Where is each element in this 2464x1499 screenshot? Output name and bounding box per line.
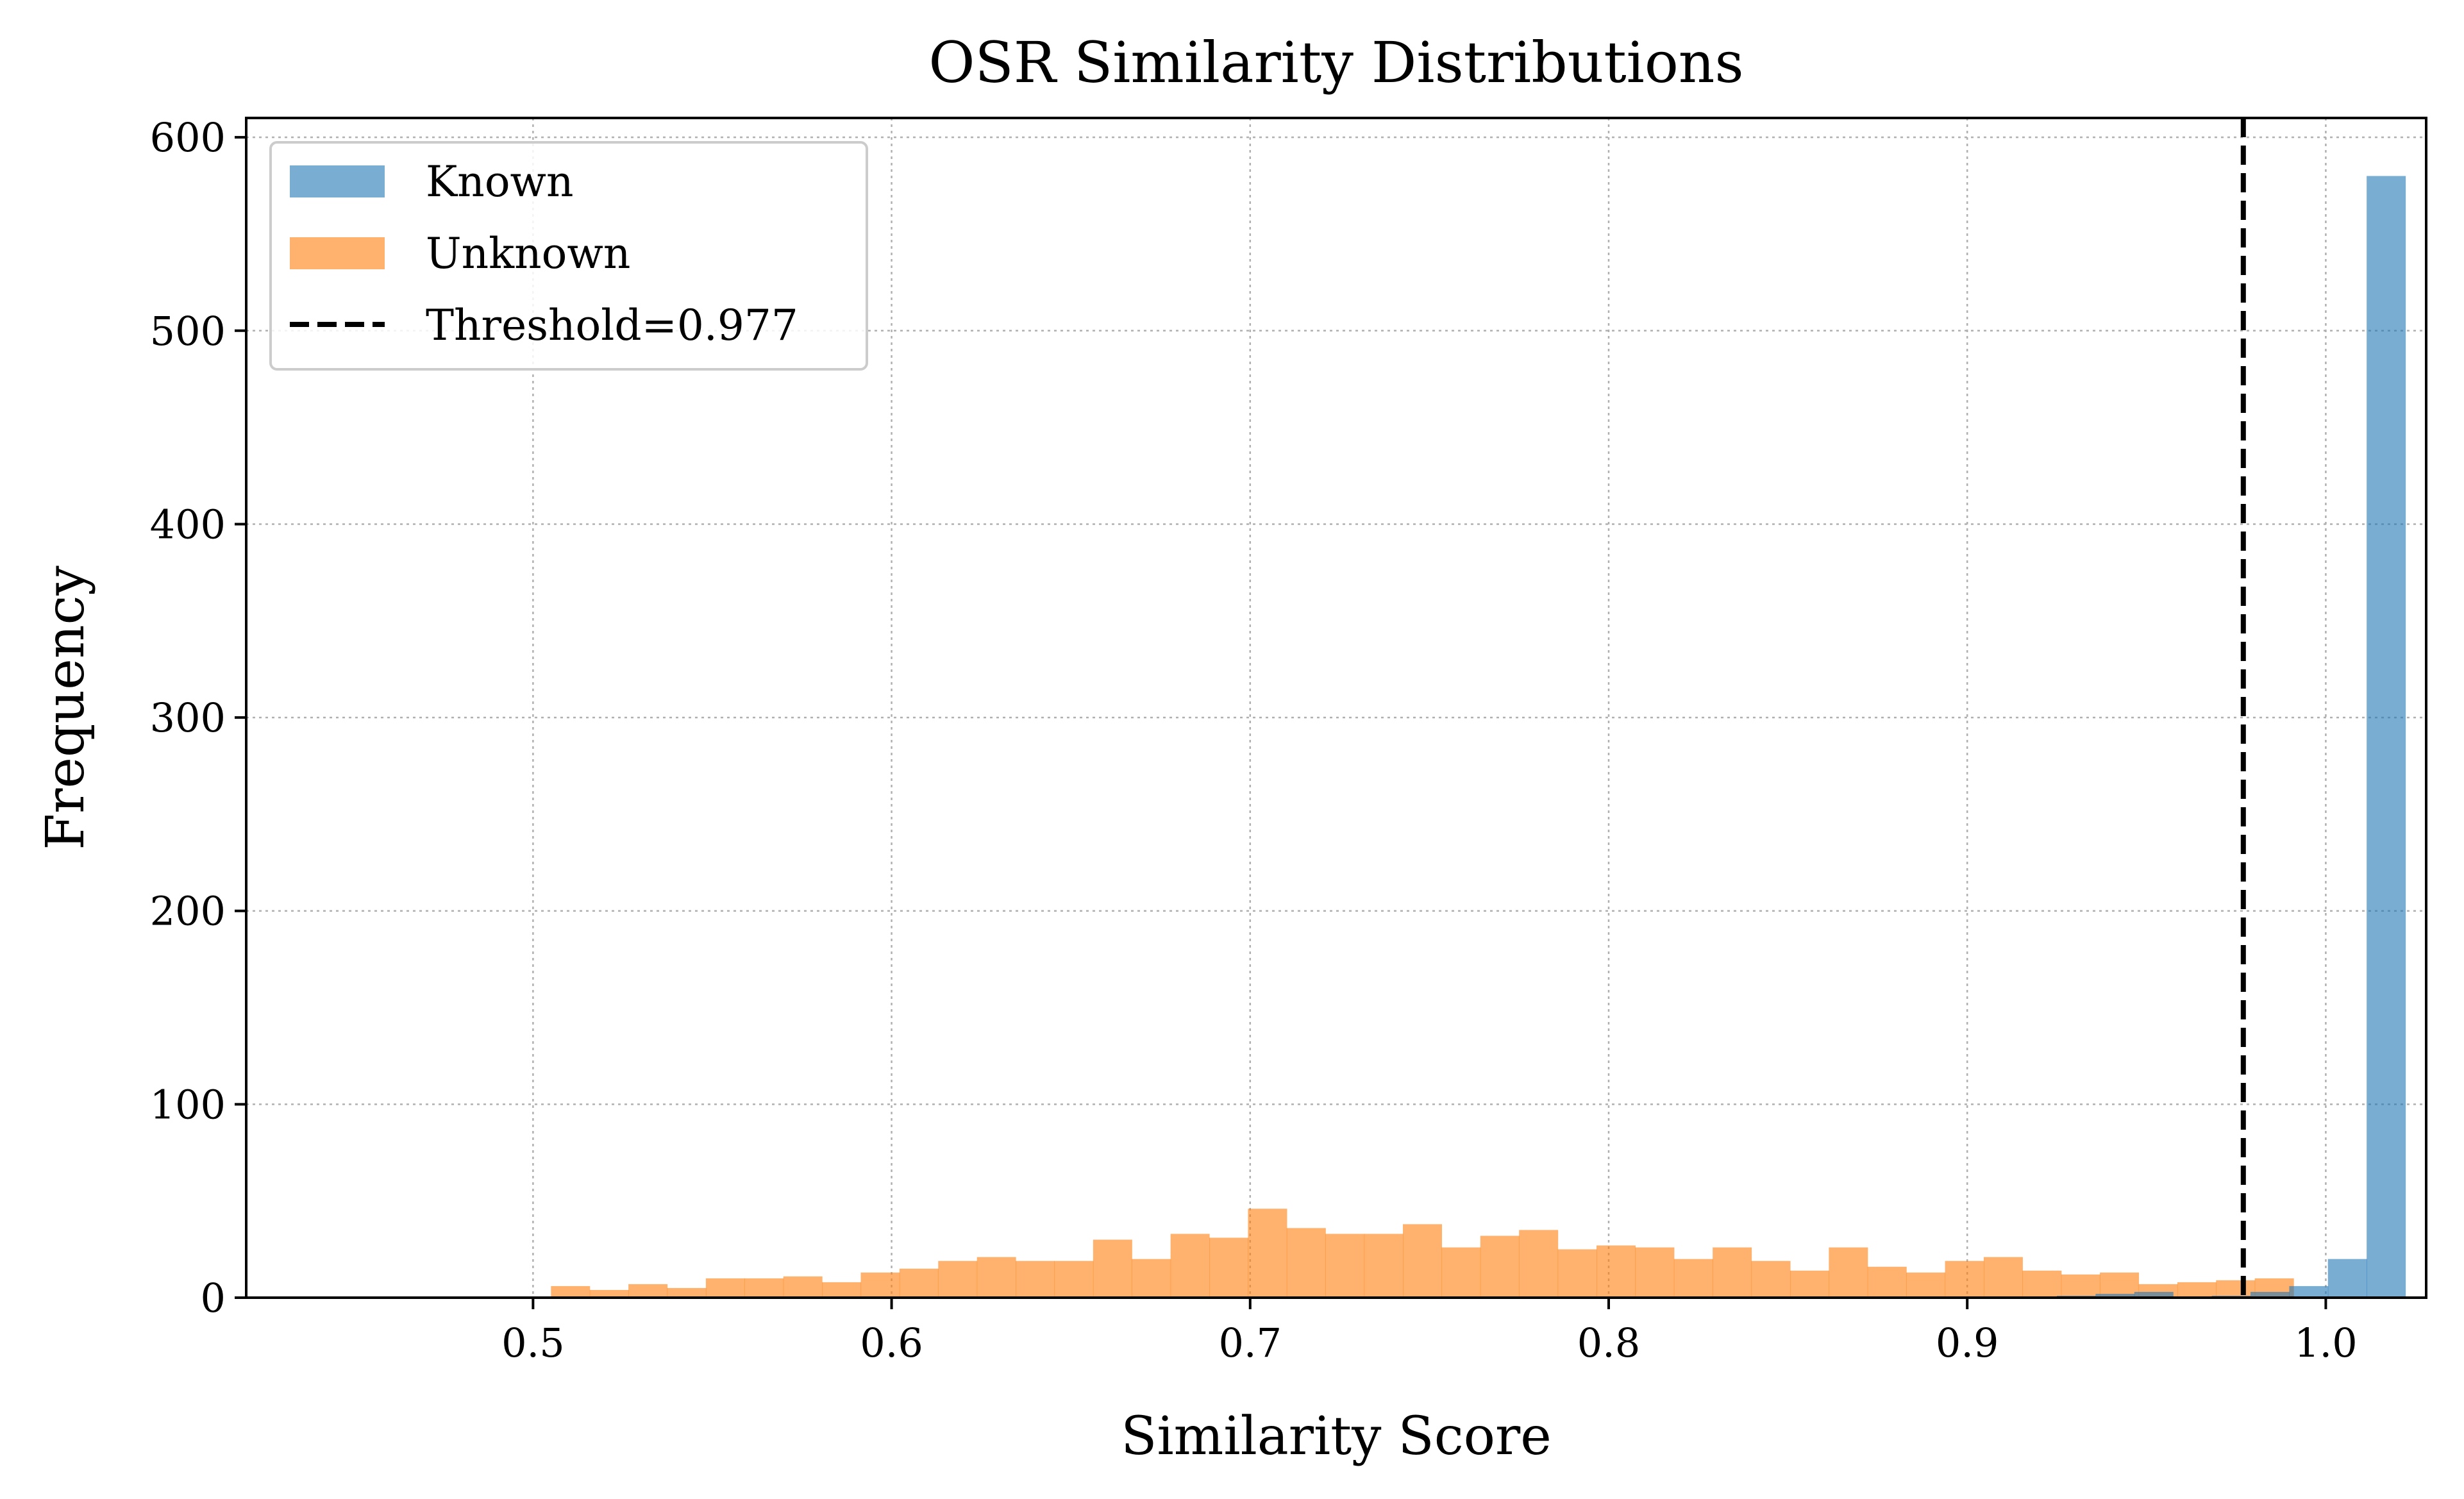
bar-unknown-16 [1170,1234,1210,1298]
y-tick-label-6: 600 [150,114,226,161]
bar-unknown-19 [1286,1228,1326,1298]
y-axis-label: Frequency [35,565,96,850]
bar-unknown-14 [1093,1239,1132,1298]
legend: Known Unknown Threshold=0.977 [269,141,868,371]
legend-swatch-known [290,165,385,197]
bar-unknown-2 [628,1284,668,1298]
bar-known-2 [2134,1291,2174,1298]
bar-unknown-35 [1906,1272,1946,1298]
bar-unknown-21 [1364,1234,1404,1298]
bar-unknown-13 [1054,1260,1094,1298]
bar-unknown-8 [860,1272,900,1298]
bar-unknown-28 [1635,1247,1675,1298]
x-tick-label-5: 1.0 [2294,1319,2358,1366]
bar-unknown-9 [899,1268,939,1298]
bar-unknown-4 [705,1278,745,1298]
bar-unknown-0 [551,1285,591,1298]
bar-unknown-12 [1016,1260,1055,1298]
x-tick-label-1: 0.6 [860,1319,923,1366]
y-tick-label-0: 0 [201,1275,226,1321]
bar-unknown-25 [1519,1230,1559,1298]
bar-unknown-22 [1403,1224,1443,1298]
y-tick-label-5: 500 [150,308,226,355]
bar-unknown-36 [1945,1260,1984,1298]
plot-frame [245,117,2427,1299]
legend-label-unknown: Unknown [426,229,630,278]
bar-unknown-33 [1829,1247,1868,1298]
bar-known-6 [2289,1285,2329,1298]
legend-box [269,141,868,371]
bar-unknown-37 [1983,1257,2023,1298]
bar-unknown-34 [1867,1266,1907,1298]
bar-known-8 [2367,176,2406,1298]
x-tick-label-2: 0.7 [1218,1319,1282,1366]
x-tick-label-0: 0.5 [501,1319,565,1366]
bar-unknown-6 [783,1276,823,1298]
y-tick-label-4: 400 [150,501,226,548]
bar-unknown-31 [1751,1260,1791,1298]
legend-label-threshold: Threshold=0.977 [426,301,798,350]
legend-swatch-unknown [290,237,385,269]
bar-unknown-24 [1480,1235,1520,1298]
bar-known-7 [2327,1259,2367,1298]
ticks-layer: 0.5 0.6 0.7 0.8 0.9 1.0 0 100 200 300 400 500 600 [150,114,2358,1366]
bar-unknown-26 [1557,1249,1597,1298]
x-tick-label-3: 0.8 [1577,1319,1641,1366]
bar-unknown-27 [1596,1245,1636,1298]
bar-unknown-43 [2216,1280,2256,1298]
bar-unknown-32 [1789,1270,1829,1298]
bar-unknown-15 [1132,1259,1171,1298]
bar-unknown-42 [2177,1282,2217,1298]
bar-unknown-17 [1209,1237,1249,1298]
bar-unknown-1 [589,1289,629,1298]
y-tick-label-3: 300 [150,694,226,741]
bars-layer [551,176,2406,1298]
bar-unknown-5 [744,1278,784,1298]
bar-unknown-29 [1673,1259,1713,1298]
bar-unknown-7 [822,1282,862,1298]
bar-known-1 [2095,1293,2135,1298]
chart-title: OSR Similarity Distributions [928,29,1743,96]
bar-unknown-11 [976,1257,1016,1298]
bar-unknown-30 [1713,1247,1752,1298]
legend-label-known: Known [426,157,574,206]
x-axis-label: Similarity Score [1121,1406,1551,1467]
bar-unknown-38 [2022,1270,2062,1298]
x-tick-label-4: 0.9 [1936,1319,1999,1366]
bar-unknown-3 [667,1287,707,1298]
bar-unknown-23 [1441,1247,1481,1298]
bar-unknown-20 [1325,1234,1365,1298]
bar-known-5 [2250,1291,2290,1298]
bar-unknown-40 [2100,1272,2140,1298]
y-tick-label-1: 100 [150,1081,226,1128]
bar-unknown-18 [1248,1209,1287,1298]
y-tick-label-2: 200 [150,888,226,935]
bar-unknown-39 [2061,1274,2100,1298]
bar-unknown-10 [938,1260,978,1298]
